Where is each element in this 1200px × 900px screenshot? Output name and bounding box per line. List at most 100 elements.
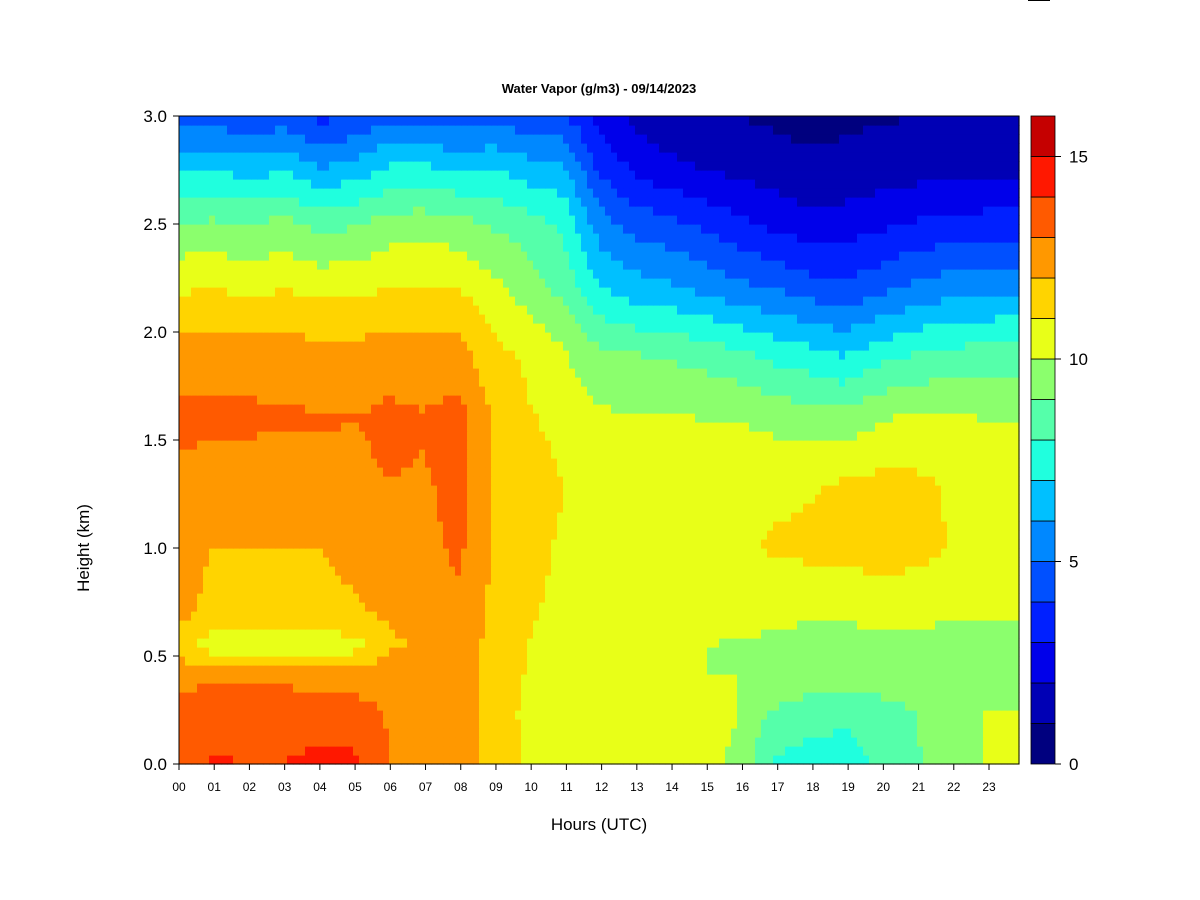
heatmap-cell <box>815 683 822 693</box>
heatmap-cell <box>875 692 882 702</box>
heatmap-cell <box>305 674 312 684</box>
heatmap-cell <box>845 584 852 594</box>
heatmap-cell <box>665 584 672 594</box>
heatmap-cell <box>677 467 684 477</box>
heatmap-cell <box>881 674 888 684</box>
heatmap-cell <box>491 548 498 558</box>
heatmap-cell <box>395 701 402 711</box>
heatmap-cell <box>503 620 510 630</box>
heatmap-cell <box>575 584 582 594</box>
heatmap-cell <box>311 494 318 504</box>
heatmap-cell <box>431 620 438 630</box>
heatmap-cell <box>941 467 948 477</box>
heatmap-cell <box>1007 683 1014 693</box>
heatmap-cell <box>995 647 1002 657</box>
heatmap-cell <box>479 476 486 486</box>
heatmap-cell <box>347 710 354 720</box>
heatmap-cell <box>209 701 216 711</box>
heatmap-cell <box>611 755 618 765</box>
heatmap-cell <box>917 485 924 495</box>
heatmap-cell <box>305 692 312 702</box>
heatmap-cell <box>749 467 756 477</box>
heatmap-cell <box>419 611 426 621</box>
heatmap-cell <box>497 683 504 693</box>
heatmap-cell <box>929 647 936 657</box>
heatmap-cell <box>521 485 528 495</box>
heatmap-cell <box>437 683 444 693</box>
heatmap-cell <box>245 512 252 522</box>
heatmap-cell <box>761 719 768 729</box>
heatmap-cell <box>359 566 366 576</box>
heatmap-cell <box>179 701 186 711</box>
heatmap-cell <box>701 665 708 675</box>
heatmap-cell <box>635 719 642 729</box>
heatmap-cell <box>911 638 918 648</box>
heatmap-cell <box>905 638 912 648</box>
heatmap-cell <box>1013 638 1020 648</box>
heatmap-cell <box>449 458 456 468</box>
heatmap-cell <box>941 629 948 639</box>
heatmap-cell <box>671 593 678 603</box>
heatmap-cell <box>869 638 876 648</box>
heatmap-cell <box>1013 530 1020 540</box>
heatmap-cell <box>689 755 696 765</box>
heatmap-cell <box>719 458 726 468</box>
heatmap-cell <box>833 692 840 702</box>
heatmap-cell <box>689 710 696 720</box>
heatmap-cell <box>743 593 750 603</box>
heatmap-cell <box>947 467 954 477</box>
heatmap-cell <box>257 467 264 477</box>
heatmap-cell <box>191 467 198 477</box>
heatmap-cell <box>311 458 318 468</box>
heatmap-cell <box>707 710 714 720</box>
heatmap-cell <box>851 449 858 459</box>
heatmap-cell <box>545 575 552 585</box>
heatmap-cell <box>485 656 492 666</box>
heatmap-cell <box>257 674 264 684</box>
heatmap-cell <box>935 557 942 567</box>
heatmap-cell <box>239 530 246 540</box>
heatmap-cell <box>551 710 558 720</box>
heatmap-cell <box>767 728 774 738</box>
heatmap-cell <box>935 638 942 648</box>
heatmap-cell <box>203 602 210 612</box>
heatmap-cell <box>845 656 852 666</box>
heatmap-cell <box>653 602 660 612</box>
heatmap-cell <box>569 620 576 630</box>
heatmap-cell <box>449 548 456 558</box>
heatmap-cell <box>515 566 522 576</box>
heatmap-cell <box>815 611 822 621</box>
heatmap-cell <box>581 701 588 711</box>
heatmap-cell <box>287 719 294 729</box>
heatmap-cell <box>941 575 948 585</box>
heatmap-cell <box>689 746 696 756</box>
heatmap-cell <box>1013 503 1020 513</box>
heatmap-cell <box>665 656 672 666</box>
heatmap-cell <box>773 557 780 567</box>
heatmap-cell <box>875 674 882 684</box>
heatmap-cell <box>599 458 606 468</box>
heatmap-cell <box>737 467 744 477</box>
heatmap-cell <box>503 593 510 603</box>
heatmap-cell <box>419 755 426 765</box>
heatmap-cell <box>989 701 996 711</box>
heatmap-cell <box>911 503 918 513</box>
heatmap-cell <box>485 629 492 639</box>
heatmap-cell <box>605 683 612 693</box>
heatmap-cell <box>701 683 708 693</box>
heatmap-cell <box>191 602 198 612</box>
heatmap-cell <box>569 737 576 747</box>
heatmap-cell <box>977 755 984 765</box>
heatmap-cell <box>947 512 954 522</box>
heatmap-cell <box>1007 548 1014 558</box>
heatmap-cell <box>557 701 564 711</box>
heatmap-cell <box>803 602 810 612</box>
heatmap-cell <box>431 494 438 504</box>
heatmap-cell <box>917 638 924 648</box>
heatmap-cell <box>497 494 504 504</box>
heatmap-cell <box>557 458 564 468</box>
heatmap-cell <box>407 449 414 459</box>
heatmap-cell <box>635 575 642 585</box>
heatmap-cell <box>575 467 582 477</box>
heatmap-cell <box>815 485 822 495</box>
